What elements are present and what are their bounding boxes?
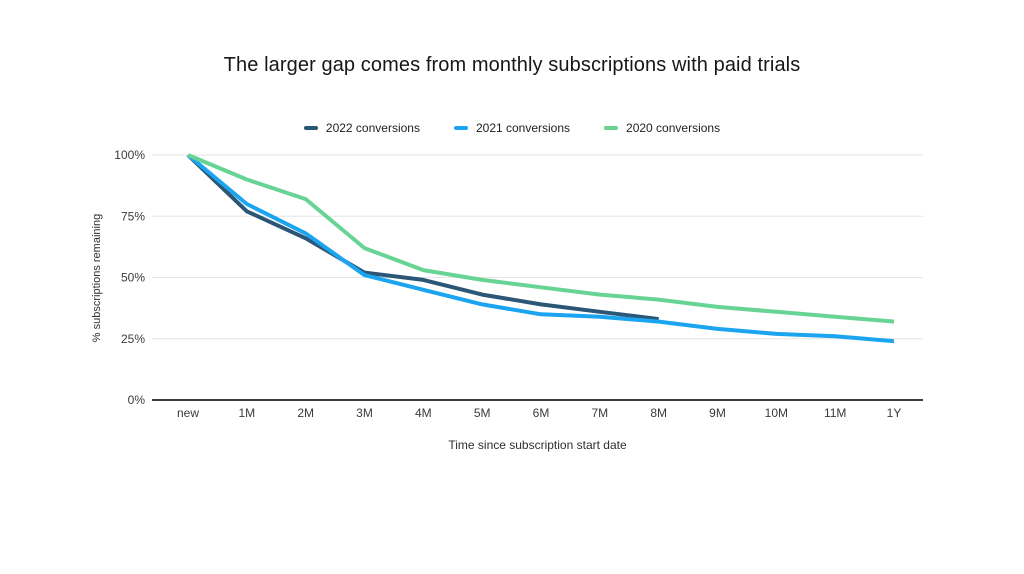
x-tick-label-8M: 8M <box>650 406 667 420</box>
x-tick-label-3M: 3M <box>356 406 373 420</box>
legend-item-2020-conversions: 2020 conversions <box>604 121 720 135</box>
x-tick-label-5M: 5M <box>474 406 491 420</box>
x-tick-label-1M: 1M <box>238 406 255 420</box>
chart-title: The larger gap comes from monthly subscr… <box>223 54 801 76</box>
legend-item-2022-conversions: 2022 conversions <box>303 121 420 135</box>
legend-swatch-2020-conversions <box>604 126 619 130</box>
x-tick-label-11M: 11M <box>824 406 846 420</box>
legend-swatch-2021-conversions <box>453 126 468 130</box>
series-line-2020-conversions <box>187 153 895 324</box>
x-axis-title: Time since subscription start date <box>448 438 627 452</box>
series-line-2021-conversions <box>186 153 895 344</box>
x-tick-label-9M: 9M <box>709 406 726 420</box>
x-tick-label-1Y: 1Y <box>887 406 902 420</box>
x-tick-label-4M: 4M <box>415 406 432 420</box>
x-tick-label-6M: 6M <box>533 406 550 420</box>
series-line-2022-conversions <box>186 153 659 322</box>
y-axis-title: % subscriptions remaining <box>91 213 103 343</box>
y-tick-label: 100% <box>114 148 145 162</box>
x-tick-label-2M: 2M <box>297 406 314 420</box>
legend-label-2020-conversions: 2020 conversions <box>626 121 721 135</box>
x-tick-label-7M: 7M <box>591 406 608 420</box>
y-tick-label: 25% <box>121 332 145 346</box>
legend: 2022 conversions 2021 conversions 2020 con… <box>0 121 1024 135</box>
x-tick-label-10M: 10M <box>765 406 788 420</box>
legend-item-2021-conversions: 2021 conversions <box>453 121 571 135</box>
y-tick-label: 50% <box>121 271 145 285</box>
legend-swatch-2022-conversions <box>303 126 318 130</box>
y-tick-label: 0% <box>128 393 146 407</box>
x-tick-label-new: new <box>177 406 199 420</box>
y-tick-label: 75% <box>121 209 145 223</box>
legend-label-2021-conversions: 2021 conversions <box>475 121 571 135</box>
legend-label-2022-conversions: 2022 conversions <box>325 121 420 135</box>
